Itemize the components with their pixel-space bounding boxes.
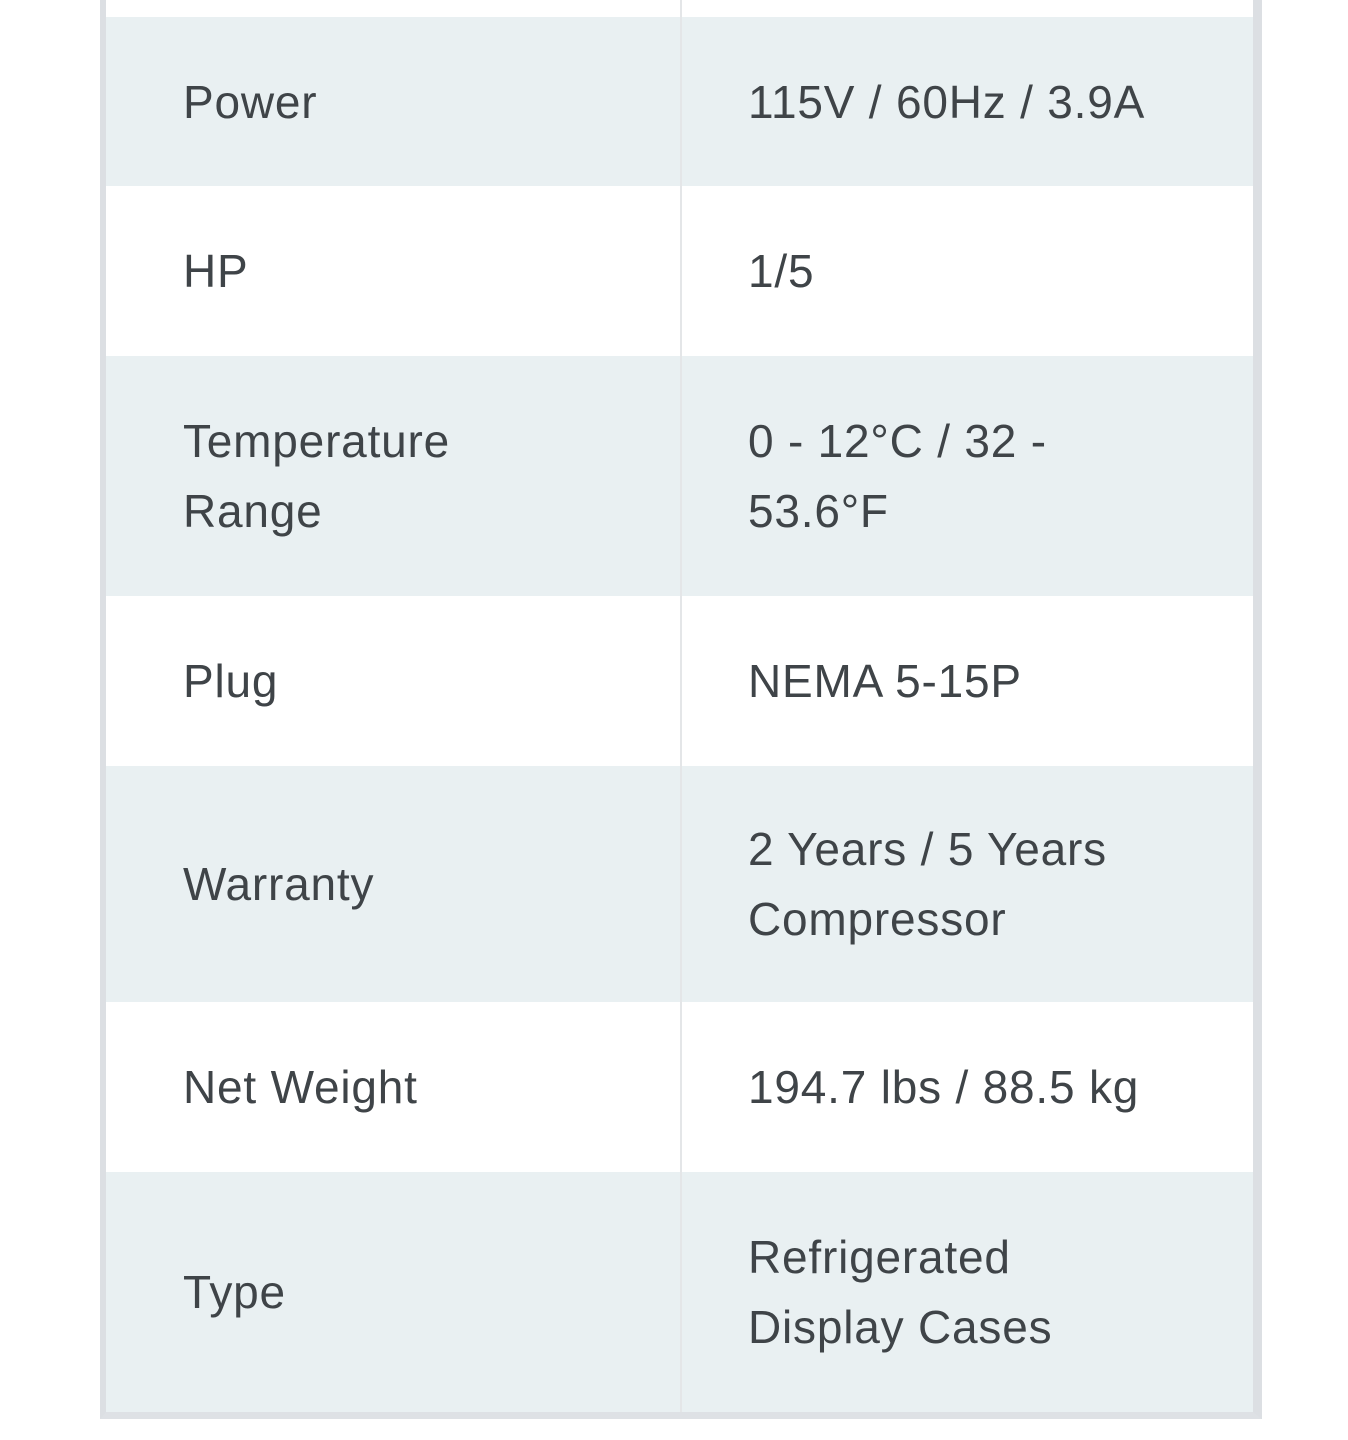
spec-label: Net Weight: [183, 1061, 418, 1113]
spec-label: Temperature Range: [183, 415, 451, 537]
table-row-net-weight: Net Weight 194.7 lbs / 88.5 kg: [106, 1002, 1253, 1172]
spec-label: Type: [183, 1266, 286, 1318]
spec-label: HP: [183, 245, 249, 297]
spec-value: Refrigerated Display Cases: [680, 1172, 1253, 1412]
spec-label: Warranty: [183, 858, 375, 910]
spec-value-cell: [680, 0, 1253, 17]
spec-value: NEMA 5-15P: [680, 596, 1253, 766]
spec-label: Power: [183, 75, 318, 128]
table-row-type: Type Refrigerated Display Cases: [106, 1172, 1253, 1412]
spec-label: Plug: [183, 655, 279, 707]
table-row-power: Power 115V / 60Hz / 3.9A: [106, 17, 1253, 186]
spec-value: 0 - 12°C / 32 - 53.6°F: [680, 356, 1253, 596]
specifications-table: Power 115V / 60Hz / 3.9A HP 1/5 Temperat…: [100, 0, 1262, 1419]
table-row-temperature-range: Temperature Range 0 - 12°C / 32 - 53.6°F: [106, 356, 1253, 596]
spec-value: 1/5: [680, 186, 1253, 356]
spec-value: 194.7 lbs / 88.5 kg: [680, 1002, 1253, 1172]
spec-value: 115V / 60Hz / 3.9A: [680, 17, 1253, 186]
table-row-plug: Plug NEMA 5-15P: [106, 596, 1253, 766]
spec-label-cell: [106, 0, 680, 17]
spec-value: 2 Years / 5 Years Compressor: [680, 766, 1253, 1002]
table-row-warranty: Warranty 2 Years / 5 Years Compressor: [106, 766, 1253, 1002]
table-row-cropped-top: [106, 0, 1253, 17]
table-row-hp: HP 1/5: [106, 186, 1253, 356]
